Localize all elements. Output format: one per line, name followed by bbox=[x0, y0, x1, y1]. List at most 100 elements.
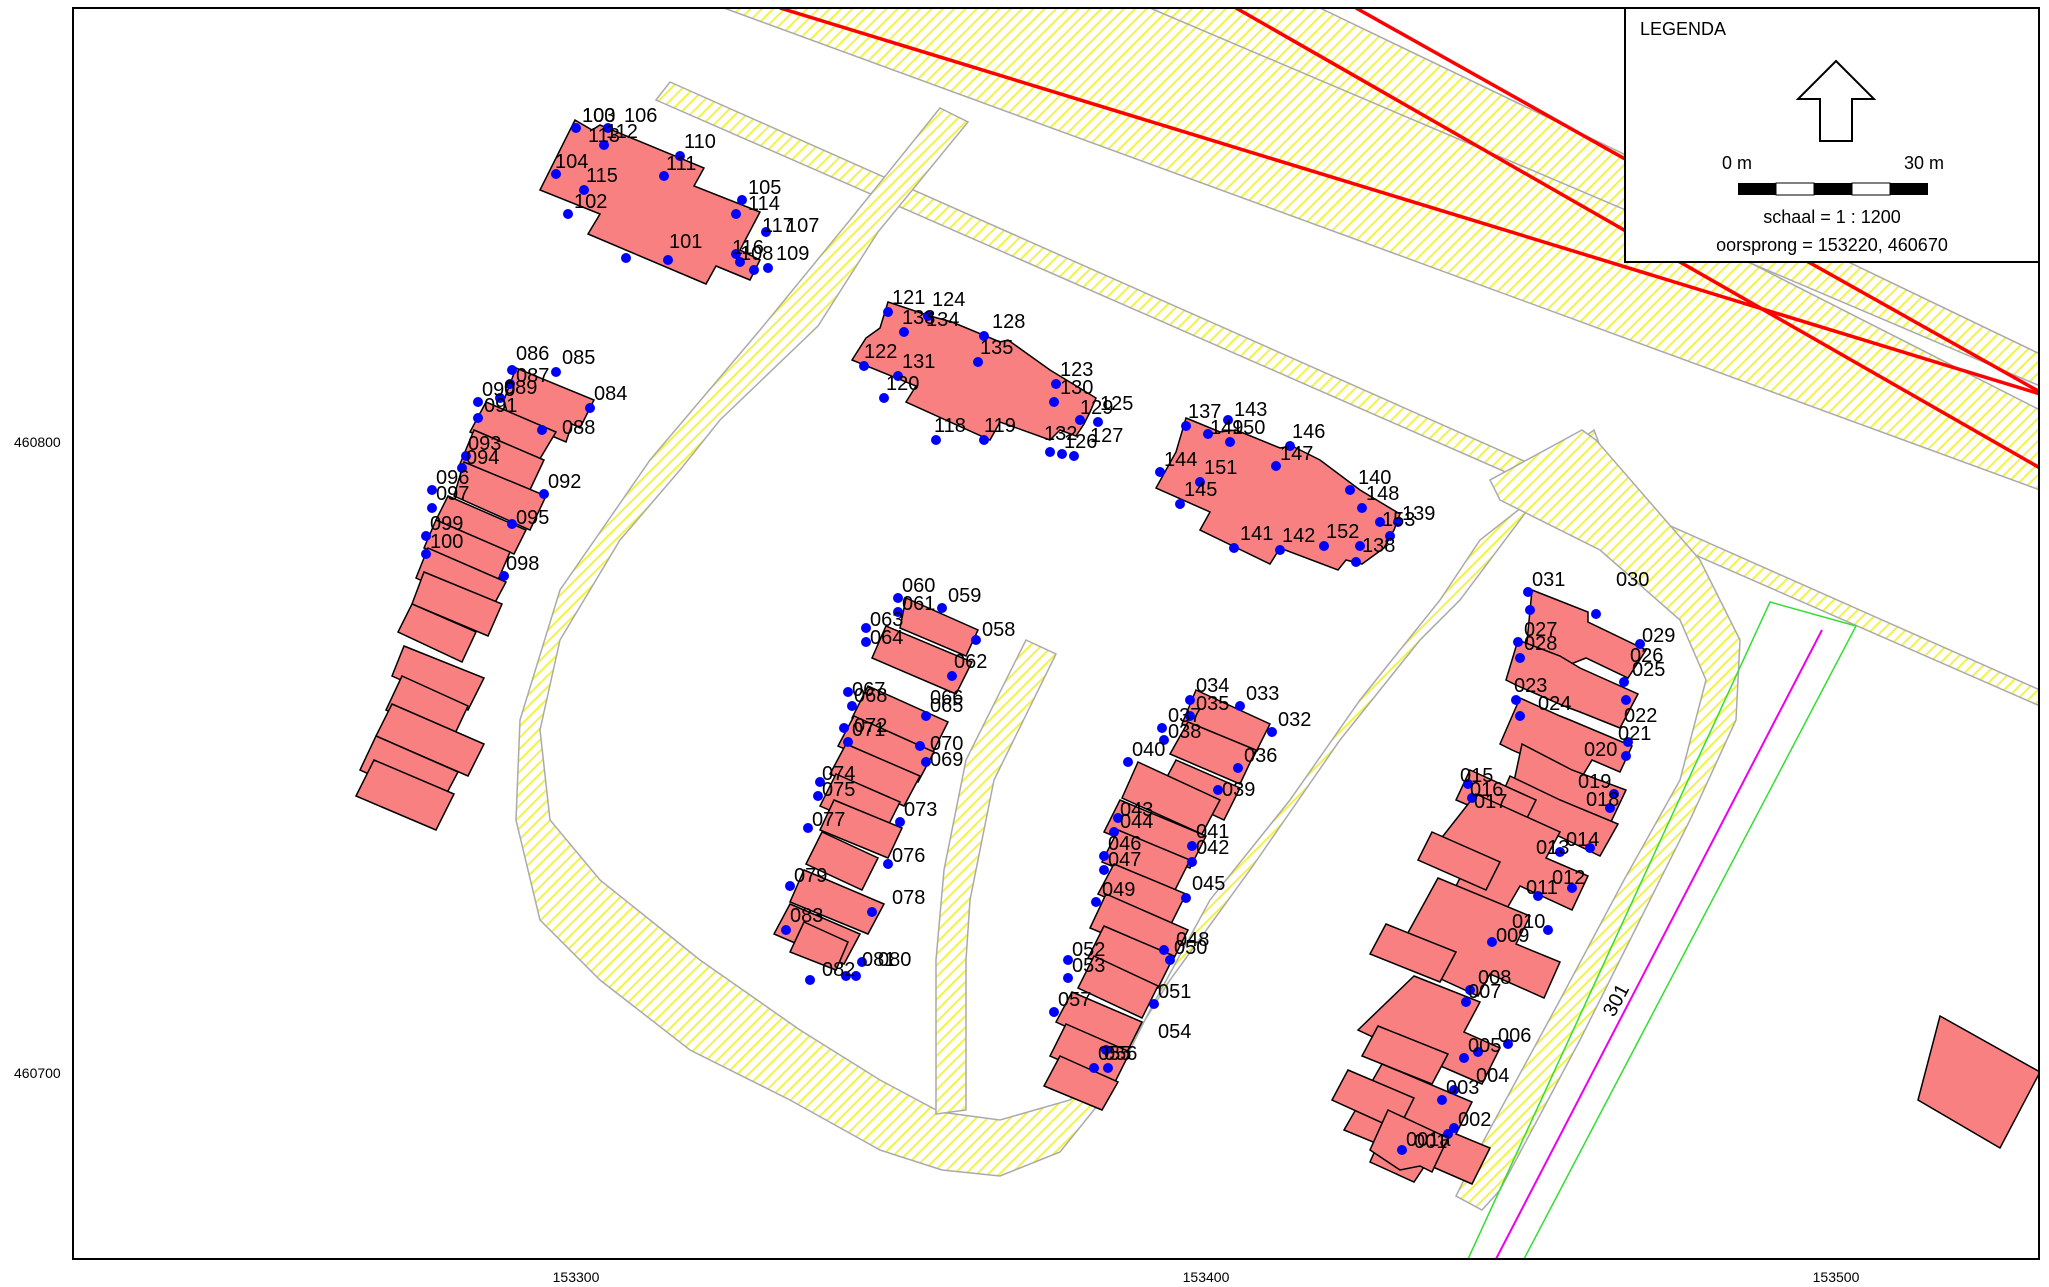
point-label: 062 bbox=[954, 651, 987, 673]
point-label: 114 bbox=[748, 193, 780, 215]
point-label: 115 bbox=[586, 165, 618, 187]
point-label: 012 bbox=[1552, 867, 1585, 889]
point-label: 122 bbox=[864, 341, 897, 363]
point-label: 045 bbox=[1192, 873, 1225, 895]
point-label: 123 bbox=[1060, 359, 1093, 381]
point-label: 142 bbox=[1282, 525, 1315, 547]
point-label: 146 bbox=[1292, 421, 1325, 443]
point-label: 001 bbox=[1414, 1131, 1447, 1153]
point-label: 153 bbox=[1382, 509, 1415, 531]
point-label: 129 bbox=[1080, 397, 1113, 419]
y-axis-label-460700: 460700 bbox=[14, 1065, 61, 1081]
point-label: 133 bbox=[902, 307, 935, 329]
point-label: 124 bbox=[932, 289, 965, 311]
point-label: 085 bbox=[562, 347, 595, 369]
point-label: 031 bbox=[1532, 569, 1565, 591]
point-label: 148 bbox=[1366, 483, 1399, 505]
point-label: 134 bbox=[926, 309, 959, 331]
scale-text: schaal = 1 : 1200 bbox=[1763, 207, 1901, 227]
point-label: 117 bbox=[762, 215, 794, 237]
point-label: 029 bbox=[1642, 625, 1675, 647]
point-label: 087 bbox=[516, 365, 549, 387]
point-label: 011 bbox=[1526, 877, 1558, 899]
point-label: 078 bbox=[892, 887, 925, 909]
point-label: 121 bbox=[892, 287, 925, 309]
point-label: 102 bbox=[574, 191, 607, 213]
point-label: 083 bbox=[790, 905, 823, 927]
point-label: 143 bbox=[1234, 399, 1267, 421]
point-label: 009 bbox=[1496, 925, 1529, 947]
point-label: 042 bbox=[1196, 837, 1229, 859]
point-label: 149 bbox=[1210, 417, 1243, 439]
point-label: 077 bbox=[812, 809, 845, 831]
point-label: 095 bbox=[516, 507, 549, 529]
point-label: 084 bbox=[594, 383, 627, 405]
scale-start-label: 0 m bbox=[1722, 153, 1753, 173]
point-label: 110 bbox=[684, 131, 716, 153]
point-label: 021 bbox=[1618, 723, 1651, 745]
point-label: 061 bbox=[902, 593, 935, 615]
point-label: 096 bbox=[436, 467, 469, 489]
point-label: 027 bbox=[1524, 619, 1557, 641]
point-label: 092 bbox=[548, 471, 581, 493]
buildings bbox=[354, 118, 2039, 1185]
point-label: 005 bbox=[1468, 1035, 1501, 1057]
point-label: 091 bbox=[484, 395, 517, 417]
point-label: 106 bbox=[624, 105, 657, 127]
point-label: 030 bbox=[1616, 569, 1649, 591]
point-label: 066 bbox=[930, 687, 963, 709]
point-label: 015 bbox=[1460, 765, 1493, 787]
point-label: 130 bbox=[1060, 377, 1093, 399]
point-label: 013 bbox=[1536, 837, 1569, 859]
point-label: 018 bbox=[1586, 789, 1619, 811]
point-label: 006 bbox=[1498, 1025, 1531, 1047]
point-label: 050 bbox=[1174, 937, 1207, 959]
point-label: 127 bbox=[1090, 425, 1123, 447]
point-label: 043 bbox=[1120, 799, 1153, 821]
point-label: 071 bbox=[852, 719, 885, 741]
point-label: 132 bbox=[1044, 423, 1077, 445]
point-label: 079 bbox=[794, 865, 827, 887]
point-label: 058 bbox=[982, 619, 1015, 641]
point-label: 076 bbox=[892, 845, 925, 867]
point-label: 064 bbox=[870, 627, 903, 649]
point-label: 116 bbox=[732, 237, 764, 259]
point-label: 041 bbox=[1196, 821, 1229, 843]
scale-bar bbox=[1738, 182, 1928, 196]
point-label: 131 bbox=[902, 351, 935, 373]
point-label: 139 bbox=[1402, 503, 1435, 525]
point-label: 048 bbox=[1176, 929, 1209, 951]
point-label: 144 bbox=[1164, 449, 1197, 471]
point-label: 007 bbox=[1468, 981, 1501, 1003]
point-label: 014 bbox=[1566, 829, 1599, 851]
point-label: 152 bbox=[1326, 521, 1359, 543]
point-label: 111 bbox=[666, 153, 696, 175]
point-label: 025 bbox=[1632, 659, 1665, 681]
point-label: 008 bbox=[1478, 967, 1511, 989]
point-label: 086 bbox=[516, 343, 549, 365]
x-axis-label-153500: 153500 bbox=[1812, 1269, 1860, 1285]
point-label: 019 bbox=[1578, 771, 1611, 793]
point-label: 090 bbox=[482, 379, 515, 401]
point-label: 055 bbox=[1098, 1043, 1131, 1065]
point-label: 147 bbox=[1280, 443, 1313, 465]
point-label: 099 bbox=[430, 513, 463, 535]
point-label: 101 bbox=[669, 231, 702, 253]
point-label: 125 bbox=[1100, 393, 1133, 415]
x-axis-label-153400: 153400 bbox=[1182, 1269, 1230, 1285]
point-label: 049 bbox=[1102, 879, 1135, 901]
point-label: 020 bbox=[1584, 739, 1617, 761]
point-label: 052 bbox=[1072, 939, 1105, 961]
point-label: 039 bbox=[1222, 779, 1255, 801]
point-label: 002 bbox=[1458, 1109, 1491, 1131]
point-label: 072 bbox=[854, 715, 887, 737]
point-label: 128 bbox=[992, 311, 1025, 333]
point-label: 063 bbox=[870, 609, 903, 631]
legend-title: LEGENDA bbox=[1640, 19, 1727, 39]
point-label: 107 bbox=[786, 215, 819, 237]
point-label: 073 bbox=[904, 799, 937, 821]
point-label: 150 bbox=[1232, 417, 1265, 439]
point-label: 080 bbox=[878, 949, 911, 971]
